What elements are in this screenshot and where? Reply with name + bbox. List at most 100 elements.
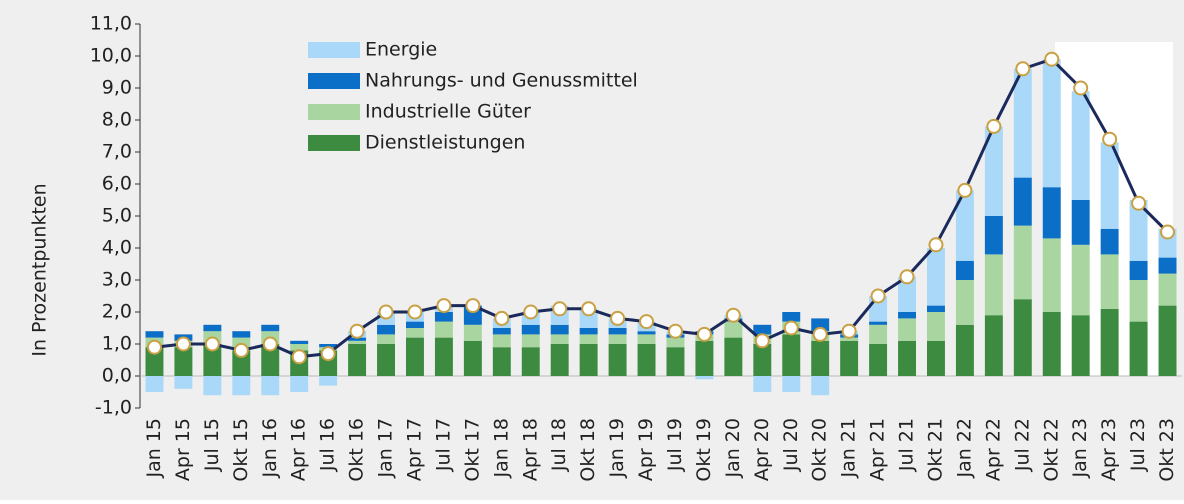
- bar-segment: [145, 331, 164, 338]
- bar-segment: [898, 276, 917, 312]
- total-marker: [1073, 80, 1089, 96]
- bar-segment: [377, 334, 396, 344]
- bar-segment: [926, 248, 945, 306]
- total-marker: [465, 298, 481, 314]
- bar-segment: [811, 376, 830, 396]
- bar-segment: [203, 344, 222, 376]
- bar-segment: [926, 340, 945, 376]
- x-tick-label: Apr 23: [1098, 418, 1120, 481]
- bar-segment: [724, 321, 743, 338]
- bar-segment: [869, 324, 888, 344]
- bar-segment: [348, 344, 367, 376]
- total-marker: [1015, 61, 1031, 77]
- total-marker: [783, 320, 799, 336]
- bar-segment: [1042, 59, 1061, 188]
- bar-segment: [174, 347, 193, 376]
- bar-segment: [695, 340, 714, 376]
- bar-segment: [1071, 315, 1090, 376]
- bar-segment: [984, 126, 1003, 216]
- bar-segment: [753, 376, 772, 392]
- bar-segment: [463, 324, 482, 341]
- bar-segment: [579, 328, 598, 335]
- bar-segment: [840, 340, 859, 376]
- x-tick-label: Okt 19: [693, 418, 715, 482]
- bar-segment: [984, 315, 1003, 376]
- bar-segment: [1013, 299, 1032, 376]
- total-marker: [696, 326, 712, 342]
- bar-segment: [550, 324, 569, 335]
- total-marker: [378, 304, 394, 320]
- x-tick-label: Jul 22: [1011, 418, 1033, 472]
- total-marker: [320, 346, 336, 362]
- legend-label: Nahrungs- und Genussmittel: [365, 70, 638, 92]
- total-marker: [436, 298, 452, 314]
- legend-label: Dienstleistungen: [365, 132, 525, 154]
- bar-segment: [348, 337, 367, 341]
- y-tick-label: 11,0: [90, 13, 132, 35]
- x-tick-label: Jul 19: [664, 418, 686, 472]
- bar-segment: [753, 344, 772, 376]
- bar-segment: [492, 347, 511, 376]
- bar-segment: [232, 331, 251, 338]
- bar-segment: [1013, 177, 1032, 226]
- y-tick-label: 8,0: [102, 109, 132, 131]
- bar-segment: [377, 324, 396, 335]
- x-tick-label: Jan 22: [953, 418, 975, 479]
- total-marker: [146, 339, 162, 355]
- bar-segment: [1071, 91, 1090, 200]
- bar-segment: [203, 376, 222, 396]
- total-marker: [349, 323, 365, 339]
- bar-segment: [434, 337, 453, 376]
- bar-segment: [695, 376, 714, 380]
- bar-segment: [955, 190, 974, 261]
- x-tick-label: Jul 17: [432, 418, 454, 472]
- bar-segment: [608, 328, 627, 335]
- bar-segment: [955, 280, 974, 325]
- bar-segment: [637, 344, 656, 376]
- legend-swatch: [308, 104, 360, 120]
- bar-segment: [1129, 280, 1148, 322]
- x-tick-label: Apr 21: [867, 418, 889, 481]
- bar-segment: [203, 324, 222, 332]
- bar-segment: [898, 312, 917, 319]
- x-tick-label: Apr 16: [288, 418, 310, 481]
- bar-segment: [405, 337, 424, 376]
- bar-segment: [492, 334, 511, 348]
- bar-segment: [492, 328, 511, 335]
- bar-segment: [608, 344, 627, 376]
- total-marker: [1102, 131, 1118, 147]
- bar-segment: [145, 376, 164, 392]
- bar-segment: [926, 312, 945, 341]
- bar-segment: [898, 340, 917, 376]
- bar-segment: [232, 376, 251, 396]
- bar-segment: [1158, 305, 1177, 376]
- bar-segment: [405, 328, 424, 338]
- bar-segment: [1042, 187, 1061, 239]
- total-marker: [639, 314, 655, 330]
- bar-segment: [1158, 273, 1177, 306]
- total-marker: [667, 323, 683, 339]
- bar-segment: [290, 376, 309, 392]
- bar-segment: [1158, 257, 1177, 274]
- bar-segment: [290, 340, 309, 344]
- x-tick-label: Jul 20: [780, 418, 802, 472]
- bar-segment: [434, 312, 453, 322]
- legend-swatch: [308, 42, 360, 58]
- x-tick-label: Okt 16: [346, 418, 368, 482]
- bar-segment: [666, 337, 685, 348]
- bar-segment: [782, 334, 801, 376]
- x-tick-label: Jan 21: [838, 418, 860, 479]
- y-tick-label: 6,0: [102, 173, 132, 195]
- bar-segment: [724, 337, 743, 376]
- total-marker: [610, 310, 626, 326]
- bar-segment: [1129, 321, 1148, 376]
- x-tick-label: Jul 16: [317, 418, 339, 472]
- y-tick-label: 3,0: [102, 269, 132, 291]
- bar-segment: [521, 334, 540, 348]
- bar-segment: [290, 344, 309, 351]
- bar-segment: [1129, 260, 1148, 280]
- bar-segment: [319, 376, 338, 386]
- legend-swatch: [308, 135, 360, 151]
- x-tick-label: Jul 18: [548, 418, 570, 472]
